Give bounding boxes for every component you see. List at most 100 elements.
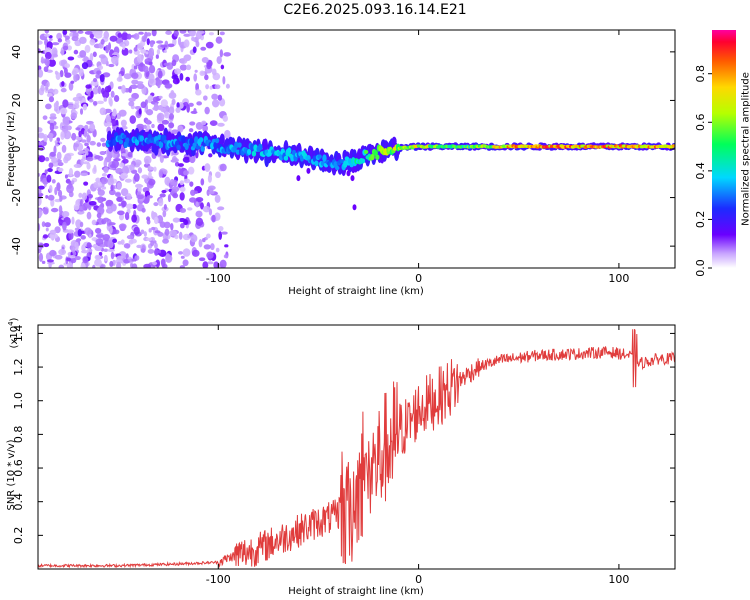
noise-cell <box>65 125 72 131</box>
noise-cell <box>41 221 46 228</box>
noise-cell <box>57 167 64 172</box>
ridge-core-cell <box>671 144 675 148</box>
noise-cell <box>103 159 108 168</box>
noise-cell <box>89 33 94 39</box>
noise-cell <box>80 172 88 177</box>
ridge-core-cell <box>200 145 205 152</box>
noise-cell <box>214 212 221 221</box>
noise-cell <box>145 119 151 125</box>
noise-cell <box>141 174 149 179</box>
noise-cell <box>156 79 161 89</box>
noise-cell <box>187 166 195 175</box>
noise-cell <box>51 179 56 184</box>
noise-cell <box>70 80 75 84</box>
noise-cell <box>189 197 197 203</box>
noise-cell <box>129 164 135 171</box>
noise-cell <box>208 191 215 195</box>
noise-cell <box>70 245 76 253</box>
noise-cell <box>66 257 72 262</box>
noise-cell <box>202 205 211 213</box>
noise-cell <box>43 242 50 248</box>
noise-cell <box>203 244 211 250</box>
noise-cell <box>38 155 46 163</box>
spectrogram-x-tick-label: 100 <box>608 272 629 285</box>
noise-cell <box>148 228 152 233</box>
noise-cell <box>136 194 144 200</box>
noise-cell <box>88 200 97 206</box>
noise-cell <box>175 107 181 114</box>
noise-cell <box>137 186 142 193</box>
noise-cell <box>38 189 42 194</box>
noise-cell <box>164 111 170 119</box>
noise-cell <box>217 94 223 101</box>
noise-cell <box>207 174 212 183</box>
noise-cell <box>172 217 180 223</box>
noise-cell <box>170 222 174 231</box>
ridge-core-cell <box>314 160 319 167</box>
noise-cell <box>224 244 229 248</box>
noise-cell <box>195 217 204 227</box>
noise-cell <box>81 192 88 201</box>
snr-y-tick-label: 1.2 <box>12 358 25 376</box>
noise-cell <box>69 32 73 37</box>
noise-cell <box>151 226 156 231</box>
noise-cell <box>155 54 159 59</box>
snr-y-ticks: 0.2 0.4 0.6 0.8 1.0 1.2 1.4 <box>12 325 675 544</box>
colorbar-tick-label: 0.8 <box>694 65 707 83</box>
noise-cell <box>67 56 75 61</box>
noise-cell <box>179 265 185 268</box>
noise-cell <box>202 124 208 133</box>
noise-cell <box>143 124 147 130</box>
noise-cell <box>66 39 71 45</box>
noise-cell <box>217 206 225 211</box>
noise-cell <box>124 178 132 183</box>
ridge-core-cell <box>121 134 127 139</box>
noise-cell <box>107 248 116 252</box>
noise-cell <box>87 193 94 199</box>
noise-cell <box>195 40 200 48</box>
noise-cell <box>91 219 97 226</box>
noise-cell <box>178 251 184 255</box>
snr-line <box>38 329 675 569</box>
ridge-core-cell <box>258 143 263 151</box>
noise-cell <box>38 252 44 262</box>
noise-cell <box>120 147 126 155</box>
noise-cell <box>73 49 79 55</box>
spectrogram-x-ticks: -100 0 100 <box>206 30 629 285</box>
noise-cell <box>172 192 179 199</box>
noise-cell <box>171 129 179 135</box>
snr-x-axis-label: Height of straight line (km) <box>288 586 424 597</box>
noise-cell <box>159 154 164 163</box>
noise-cell <box>82 256 89 264</box>
noise-cell <box>193 73 198 82</box>
ridge-halo-cell <box>219 133 225 145</box>
noise-cell <box>103 248 109 253</box>
noise-cell <box>152 261 158 266</box>
noise-cell <box>44 157 50 162</box>
noise-cell <box>68 82 74 91</box>
ridge-core-cell <box>322 154 327 163</box>
noise-cell <box>177 125 184 133</box>
noise-cell <box>64 174 68 179</box>
noise-cell <box>126 193 132 201</box>
noise-cell <box>102 72 111 78</box>
noise-cell <box>128 100 135 107</box>
noise-cell <box>219 31 225 36</box>
noise-cell <box>131 92 139 100</box>
noise-cell <box>42 207 49 215</box>
noise-cell <box>56 182 61 192</box>
noise-cell <box>183 39 190 48</box>
noise-cell <box>62 45 69 51</box>
noise-cell <box>99 107 106 116</box>
noise-cell <box>53 145 57 154</box>
noise-cell <box>83 129 88 138</box>
noise-cell <box>179 180 184 186</box>
noise-cell <box>154 248 159 256</box>
noise-cell <box>225 83 230 89</box>
noise-cell <box>58 264 65 268</box>
noise-cell <box>86 162 91 170</box>
noise-cell <box>183 170 189 176</box>
noise-cell <box>102 233 111 241</box>
noise-cell <box>140 229 145 235</box>
noise-cell <box>44 51 52 60</box>
